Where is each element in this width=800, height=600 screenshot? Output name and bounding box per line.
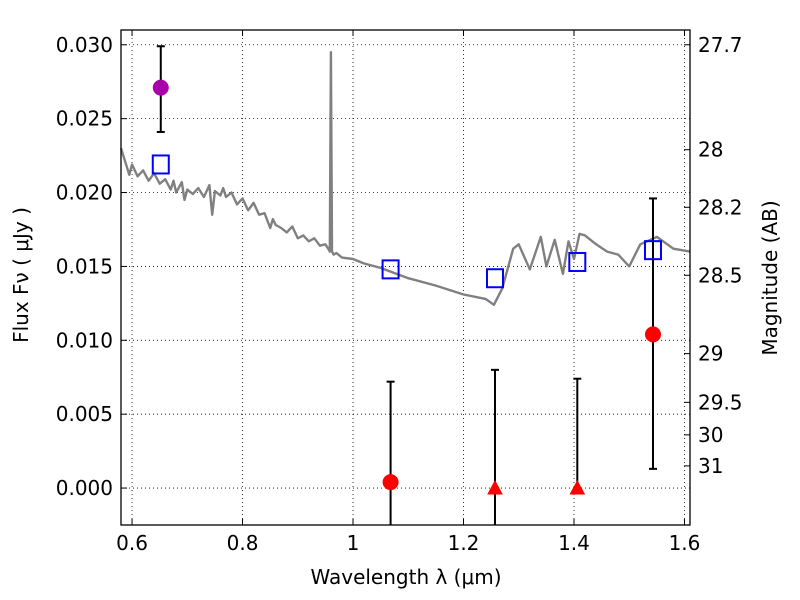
y-tick-label: 0.015 — [56, 254, 113, 278]
model-photometry-square — [643, 240, 662, 261]
plot-frame — [120, 29, 691, 526]
right-axis-title: Magnitude (AB) — [758, 200, 782, 355]
grid — [121, 30, 690, 525]
y-tick-label: 0.000 — [56, 476, 113, 500]
right-tick-label: 29.5 — [698, 390, 743, 414]
model-photometry-square — [151, 154, 170, 175]
right-tick-label: 29 — [698, 342, 723, 366]
spectrum-line — [119, 51, 691, 306]
x-tick-labels: 0.6 0.8 1 1.2 1.4 1.6 — [116, 531, 700, 555]
x-tick-label: 0.8 — [227, 531, 259, 555]
x-tick-label: 1.4 — [558, 531, 590, 555]
y-tick-label: 0.020 — [56, 181, 113, 205]
photometry-point — [644, 326, 661, 343]
y-tick-label: 0.005 — [56, 402, 113, 426]
right-tick-label: 28.2 — [698, 195, 743, 219]
upper-limit-triangle — [487, 480, 503, 495]
photometry-point — [382, 474, 399, 491]
y-tick-labels: 0.000 0.005 0.010 0.015 0.020 0.025 0.030 — [56, 33, 113, 500]
spectrum-layer — [119, 51, 691, 306]
right-tick-label: 30 — [698, 423, 723, 447]
marker-layer — [151, 79, 662, 495]
y-tick-label: 0.025 — [56, 107, 113, 131]
photometry-point — [152, 79, 169, 96]
right-tick-label: 27.7 — [698, 33, 743, 57]
right-tick-labels: 27.7 28 28.2 28.5 29 29.5 30 31 — [698, 33, 743, 478]
x-axis-title: Wavelength λ (μm) — [310, 565, 501, 589]
model-photometry-square — [568, 251, 587, 272]
tick-layer — [121, 30, 690, 525]
right-tick-label: 28.5 — [698, 263, 743, 287]
x-tick-label: 1.6 — [669, 531, 701, 555]
y-tick-label: 0.010 — [56, 328, 113, 352]
right-tick-label: 28 — [698, 138, 723, 162]
x-tick-label: 1 — [347, 531, 360, 555]
x-tick-label: 0.6 — [116, 531, 148, 555]
y-axis-title: Flux Fν ( μJy ) — [9, 207, 33, 343]
errorbar-layer — [156, 45, 657, 525]
model-photometry-square — [485, 268, 504, 289]
upper-limit-triangle — [569, 480, 586, 495]
y-tick-label: 0.030 — [56, 33, 113, 57]
right-tick-label: 31 — [698, 454, 723, 478]
x-tick-label: 1.2 — [448, 531, 480, 555]
model-photometry-square — [381, 259, 400, 280]
